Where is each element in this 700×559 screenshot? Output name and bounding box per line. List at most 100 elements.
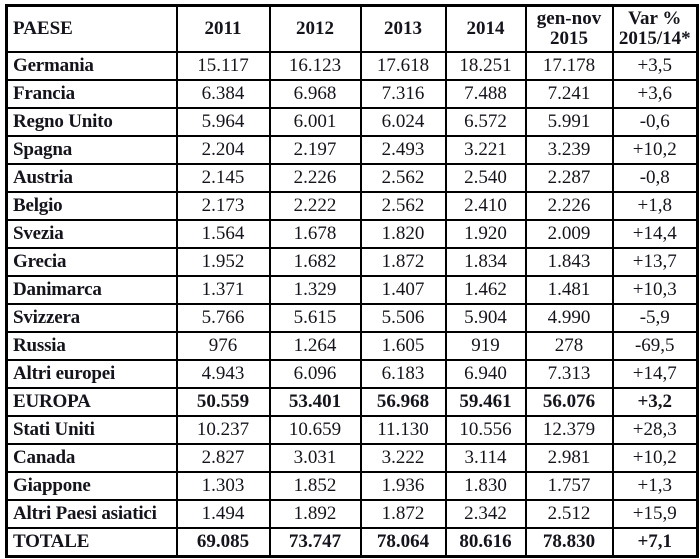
value-cell: 4.990 — [524, 302, 614, 333]
country-cell: Austria — [5, 162, 178, 193]
header-row: PAESE 2011 2012 2013 2014 gen-nov 2015 Var % 2… — [5, 4, 699, 53]
value-cell: 6.183 — [359, 358, 447, 389]
country-cell: Grecia — [5, 246, 178, 277]
value-cell: 1.682 — [268, 246, 362, 277]
country-cell: Francia — [5, 78, 178, 109]
table-row: Svezia 1.564 1.678 1.820 1.920 2.009 +14,4 — [5, 218, 699, 249]
value-cell: 5.991 — [524, 106, 614, 137]
country-cell: Regno Unito — [5, 106, 178, 137]
value-cell: +13,7 — [611, 246, 699, 277]
value-cell: 2.981 — [524, 442, 614, 473]
value-cell: +1,3 — [611, 470, 699, 501]
country-cell: Svezia — [5, 218, 178, 249]
country-cell: Stati Uniti — [5, 414, 178, 445]
value-cell: +14,4 — [611, 218, 699, 249]
country-cell: EUROPA — [5, 386, 178, 417]
table-row: Spagna 2.204 2.197 2.493 3.221 3.239 +10,2 — [5, 134, 699, 165]
column-header-1: 2011 — [175, 4, 271, 53]
value-cell: +10,2 — [611, 442, 699, 473]
table-row: Altri europei 4.943 6.096 6.183 6.940 7.313 +1… — [5, 358, 699, 389]
value-cell: 1.757 — [524, 470, 614, 501]
value-cell: 12.379 — [524, 414, 614, 445]
country-cell: Altri Paesi asiatici — [5, 498, 178, 529]
value-cell: 69.085 — [175, 526, 271, 558]
value-cell: 10.556 — [444, 414, 527, 445]
country-cell: Russia — [5, 330, 178, 361]
value-cell: 5.615 — [268, 302, 362, 333]
country-arrivals-table: PAESE 2011 2012 2013 2014 gen-nov 2015 Var % 2… — [5, 4, 699, 558]
table-row: Stati Uniti 10.237 10.659 11.130 10.556 12.37… — [5, 414, 699, 445]
country-cell: Canada — [5, 442, 178, 473]
value-cell: 1.462 — [444, 274, 527, 305]
value-cell: -69,5 — [611, 330, 699, 361]
value-cell: +1,8 — [611, 190, 699, 221]
value-cell: 78.830 — [524, 526, 614, 558]
value-cell: 1.843 — [524, 246, 614, 277]
value-cell: 1.329 — [268, 274, 362, 305]
value-cell: -5,9 — [611, 302, 699, 333]
value-cell: 1.834 — [444, 246, 527, 277]
value-cell: 17.618 — [359, 50, 447, 81]
value-cell: 2.562 — [359, 190, 447, 221]
country-cell: Svizzera — [5, 302, 178, 333]
value-cell: 1.892 — [268, 498, 362, 529]
value-cell: 2.009 — [524, 218, 614, 249]
value-cell: 73.747 — [268, 526, 362, 558]
table-row: Russia 976 1.264 1.605 919 278 -69,5 — [5, 330, 699, 361]
value-cell: 2.226 — [268, 162, 362, 193]
country-cell: Belgio — [5, 190, 178, 221]
value-cell: 1.264 — [268, 330, 362, 361]
table-body: Germania 15.117 16.123 17.618 18.251 17.178 +3… — [5, 50, 699, 558]
value-cell: 56.968 — [359, 386, 447, 417]
value-cell: 6.096 — [268, 358, 362, 389]
value-cell: 6.940 — [444, 358, 527, 389]
column-header-paese: PAESE — [5, 4, 178, 53]
value-cell: 1.872 — [359, 246, 447, 277]
total-row: EUROPA 50.559 53.401 56.968 59.461 56.076 +3,2 — [5, 386, 699, 417]
value-cell: +7,1 — [611, 526, 699, 558]
value-cell: 1.952 — [175, 246, 271, 277]
value-cell: 6.572 — [444, 106, 527, 137]
value-cell: +10,2 — [611, 134, 699, 165]
value-cell: 18.251 — [444, 50, 527, 81]
table-row: Belgio 2.173 2.222 2.562 2.410 2.226 +1,8 — [5, 190, 699, 221]
value-cell: 7.313 — [524, 358, 614, 389]
value-cell: +14,7 — [611, 358, 699, 389]
value-cell: 2.145 — [175, 162, 271, 193]
value-cell: 56.076 — [524, 386, 614, 417]
value-cell: 15.117 — [175, 50, 271, 81]
value-cell: 3.031 — [268, 442, 362, 473]
country-cell: Spagna — [5, 134, 178, 165]
value-cell: 5.766 — [175, 302, 271, 333]
country-cell: Germania — [5, 50, 178, 81]
value-cell: 7.488 — [444, 78, 527, 109]
table-header: PAESE 2011 2012 2013 2014 gen-nov 2015 Var % 2… — [5, 4, 699, 53]
table-row: Austria 2.145 2.226 2.562 2.540 2.287 -0,8 — [5, 162, 699, 193]
value-cell: 1.852 — [268, 470, 362, 501]
value-cell: 50.559 — [175, 386, 271, 417]
country-cell: Altri europei — [5, 358, 178, 389]
value-cell: 6.024 — [359, 106, 447, 137]
table-row: Giappone 1.303 1.852 1.936 1.830 1.757 +1,3 — [5, 470, 699, 501]
value-cell: 2.222 — [268, 190, 362, 221]
value-cell: 2.410 — [444, 190, 527, 221]
value-cell: 1.920 — [444, 218, 527, 249]
column-header-6: Var % 2015/14* — [611, 4, 699, 53]
value-cell: 2.197 — [268, 134, 362, 165]
value-cell: 5.506 — [359, 302, 447, 333]
value-cell: 7.316 — [359, 78, 447, 109]
value-cell: 3.114 — [444, 442, 527, 473]
value-cell: 3.222 — [359, 442, 447, 473]
value-cell: 3.239 — [524, 134, 614, 165]
table-row: Danimarca 1.371 1.329 1.407 1.462 1.481 +10,3 — [5, 274, 699, 305]
table-row: Canada 2.827 3.031 3.222 3.114 2.981 +10,2 — [5, 442, 699, 473]
table-row: Francia 6.384 6.968 7.316 7.488 7.241 +3,6 — [5, 78, 699, 109]
value-cell: 78.064 — [359, 526, 447, 558]
value-cell: 2.512 — [524, 498, 614, 529]
value-cell: 1.494 — [175, 498, 271, 529]
value-cell: 2.562 — [359, 162, 447, 193]
country-cell: TOTALE — [5, 526, 178, 558]
document-page: PAESE 2011 2012 2013 2014 gen-nov 2015 Var % 2… — [5, 4, 699, 558]
value-cell: 10.237 — [175, 414, 271, 445]
value-cell: 3.221 — [444, 134, 527, 165]
